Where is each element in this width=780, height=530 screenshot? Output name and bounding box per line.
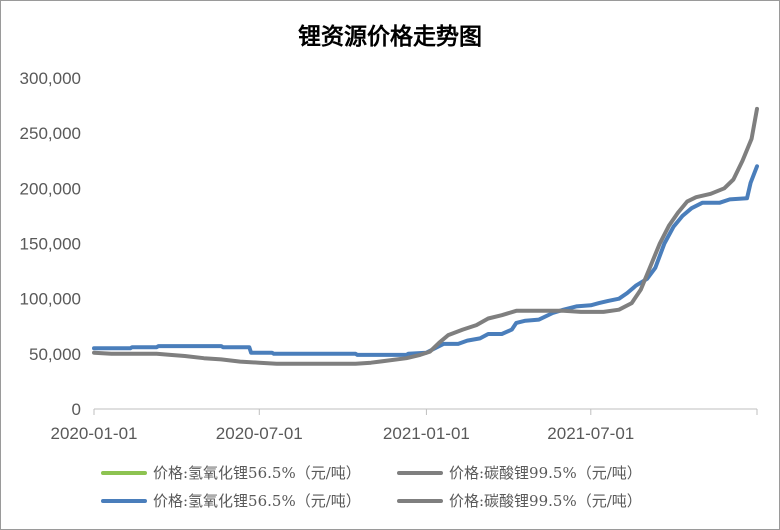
legend: 价格:氢氧化锂56.5%（元/吨） 价格:碳酸锂99.5%（元/吨） 价格:氢氧化锂…: [101, 464, 642, 510]
y-tick-label: 100,000: [20, 290, 81, 309]
x-tick-label: 2021-07-01: [547, 424, 634, 443]
y-tick-label: 250,000: [20, 124, 81, 143]
y-axis: 0 50,000 100,000 150,000 200,000 250,000 300,0…: [20, 69, 81, 419]
chart-title: 锂资源价格走势图: [298, 23, 482, 50]
x-axis: 2020-01-01 2020-07-01 2021-01-01 2021-07-01: [51, 408, 758, 443]
y-tick-label: 300,000: [20, 69, 81, 88]
y-tick-label: 200,000: [20, 179, 81, 198]
y-tick-label: 0: [72, 400, 81, 419]
x-tick-label: 2020-07-01: [216, 424, 303, 443]
x-tick-label: 2021-01-01: [383, 424, 470, 443]
series-line-lithium-hydroxide: [92, 164, 759, 357]
series-lines: [92, 106, 759, 366]
legend-label: 价格:碳酸锂99.5%（元/吨）: [449, 492, 642, 510]
legend-label: 价格:氢氧化锂56.5%（元/吨）: [153, 464, 361, 482]
x-tick-label: 2020-01-01: [51, 424, 138, 443]
y-tick-label: 50,000: [29, 345, 81, 364]
y-tick-label: 150,000: [20, 235, 81, 254]
legend-label: 价格:氢氧化锂56.5%（元/吨）: [153, 492, 361, 510]
legend-label: 价格:碳酸锂99.5%（元/吨）: [449, 464, 642, 482]
series-line-lithium-carbonate: [92, 106, 759, 366]
